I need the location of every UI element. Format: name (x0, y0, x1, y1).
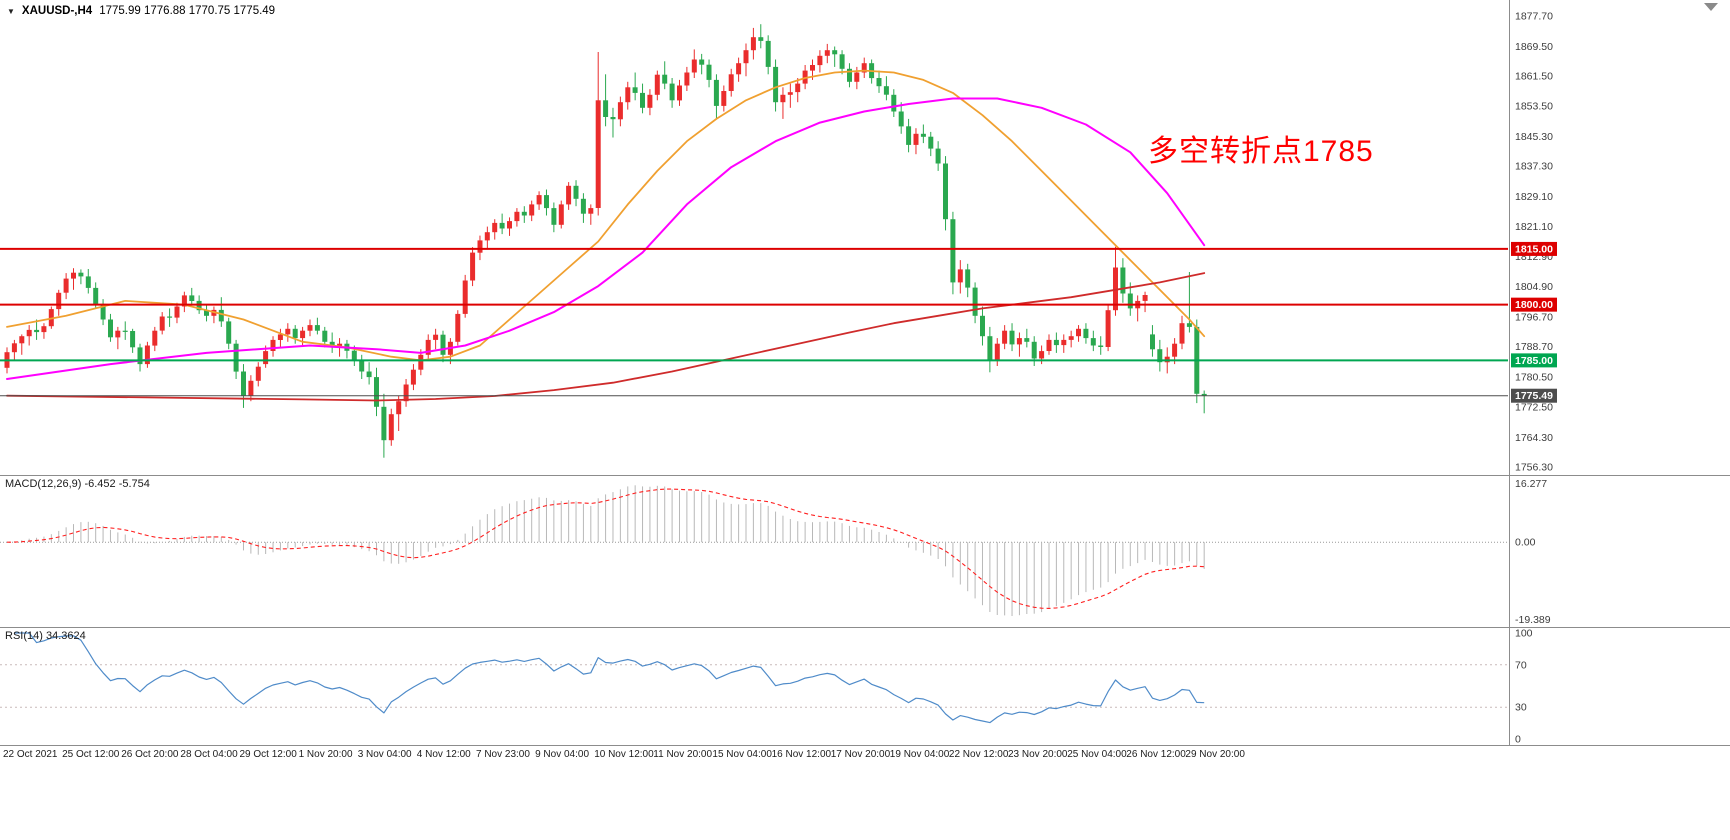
svg-text:-19.389: -19.389 (1515, 614, 1551, 626)
svg-text:1804.90: 1804.90 (1515, 281, 1553, 293)
svg-text:0: 0 (1515, 734, 1521, 746)
svg-text:9 Nov 04:00: 9 Nov 04:00 (535, 749, 589, 760)
svg-text:29 Nov 20:00: 29 Nov 20:00 (1185, 749, 1245, 760)
macd-signal-line (6, 488, 1205, 609)
rsi-indicator-label: RSI(14) 34.3624 (5, 630, 86, 642)
trend-annotation[interactable]: 多空转折点1785 (1148, 135, 1374, 168)
svg-text:1845.30: 1845.30 (1515, 131, 1553, 143)
svg-text:15 Nov 04:00: 15 Nov 04:00 (712, 749, 772, 760)
svg-text:1829.10: 1829.10 (1515, 191, 1553, 203)
svg-text:10 Nov 12:00: 10 Nov 12:00 (594, 749, 654, 760)
candlesticks[interactable] (4, 24, 1207, 458)
ma-slow-line (6, 272, 1206, 402)
svg-text:1861.50: 1861.50 (1515, 71, 1553, 83)
svg-text:1869.50: 1869.50 (1515, 41, 1553, 53)
svg-text:1837.30: 1837.30 (1515, 161, 1553, 173)
ohlc-values: 1775.99 1776.88 1770.75 1775.49 (99, 5, 276, 17)
price-axis[interactable]: 1877.70 1869.50 1861.50 1853.50 1845.30 1837.… (1515, 11, 1553, 474)
svg-text:1821.10: 1821.10 (1515, 221, 1553, 233)
svg-text:16 Nov 12:00: 16 Nov 12:00 (772, 749, 832, 760)
chart-chrome (0, 0, 1730, 746)
svg-text:22 Nov 12:00: 22 Nov 12:00 (949, 749, 1009, 760)
svg-text:26 Oct 20:00: 26 Oct 20:00 (121, 749, 179, 760)
chart-canvas[interactable]: 1877.70 1869.50 1861.50 1853.50 1845.30 1837.… (0, 0, 1730, 760)
svg-text:28 Oct 04:00: 28 Oct 04:00 (180, 749, 238, 760)
rsi-panel[interactable]: 100 70 30 0 (0, 628, 1533, 746)
svg-text:1 Nov 20:00: 1 Nov 20:00 (299, 749, 353, 760)
rsi-line (14, 632, 1205, 724)
svg-text:25 Oct 12:00: 25 Oct 12:00 (62, 749, 120, 760)
macd-indicator-label: MACD(12,26,9) -6.452 -5.754 (5, 478, 150, 490)
svg-text:19 Nov 04:00: 19 Nov 04:00 (890, 749, 950, 760)
svg-text:11 Nov 20:00: 11 Nov 20:00 (653, 749, 712, 760)
svg-text:1796.70: 1796.70 (1515, 311, 1553, 323)
chart-header: ▼ XAUUSD-,H4 1775.99 1776.88 1770.75 177… (7, 5, 275, 17)
svg-text:1785.00: 1785.00 (1515, 355, 1553, 367)
svg-text:1853.50: 1853.50 (1515, 100, 1553, 112)
svg-text:1780.50: 1780.50 (1515, 372, 1553, 384)
time-axis[interactable]: 22 Oct 2021 25 Oct 12:00 26 Oct 20:00 28 Oc… (3, 749, 1245, 760)
dropdown-arrow-icon[interactable]: ▼ (7, 7, 15, 16)
svg-text:30: 30 (1515, 702, 1527, 714)
svg-text:17 Nov 20:00: 17 Nov 20:00 (831, 749, 891, 760)
svg-text:7 Nov 23:00: 7 Nov 23:00 (476, 749, 530, 760)
svg-text:23 Nov 20:00: 23 Nov 20:00 (1008, 749, 1068, 760)
symbol-period-label: XAUUSD-,H4 (21, 5, 93, 17)
chart-shift-marker-icon[interactable] (1704, 3, 1718, 11)
svg-text:22 Oct 2021: 22 Oct 2021 (3, 749, 58, 760)
svg-text:0.00: 0.00 (1515, 537, 1536, 549)
svg-text:4 Nov 12:00: 4 Nov 12:00 (417, 749, 471, 760)
macd-panel[interactable]: 16.277 0.00 -19.389 (0, 478, 1551, 626)
svg-text:1788.70: 1788.70 (1515, 341, 1553, 353)
svg-text:1800.00: 1800.00 (1515, 299, 1553, 311)
svg-text:100: 100 (1515, 628, 1533, 640)
svg-text:1775.49: 1775.49 (1515, 390, 1553, 402)
svg-text:70: 70 (1515, 659, 1527, 671)
svg-text:1756.30: 1756.30 (1515, 462, 1553, 474)
svg-text:1772.50: 1772.50 (1515, 401, 1553, 413)
svg-text:1764.30: 1764.30 (1515, 432, 1553, 444)
horizontal-levels[interactable]: 1815.00 1800.00 1785.00 1775.49 (0, 241, 1557, 403)
ma-mid-line (6, 97, 1206, 380)
svg-text:16.277: 16.277 (1515, 478, 1547, 490)
svg-text:3 Nov 04:00: 3 Nov 04:00 (358, 749, 412, 760)
svg-text:29 Oct 12:00: 29 Oct 12:00 (240, 749, 298, 760)
svg-text:25 Nov 04:00: 25 Nov 04:00 (1067, 749, 1127, 760)
svg-text:1877.70: 1877.70 (1515, 11, 1553, 23)
svg-text:1815.00: 1815.00 (1515, 243, 1553, 255)
svg-text:26 Nov 12:00: 26 Nov 12:00 (1126, 749, 1186, 760)
